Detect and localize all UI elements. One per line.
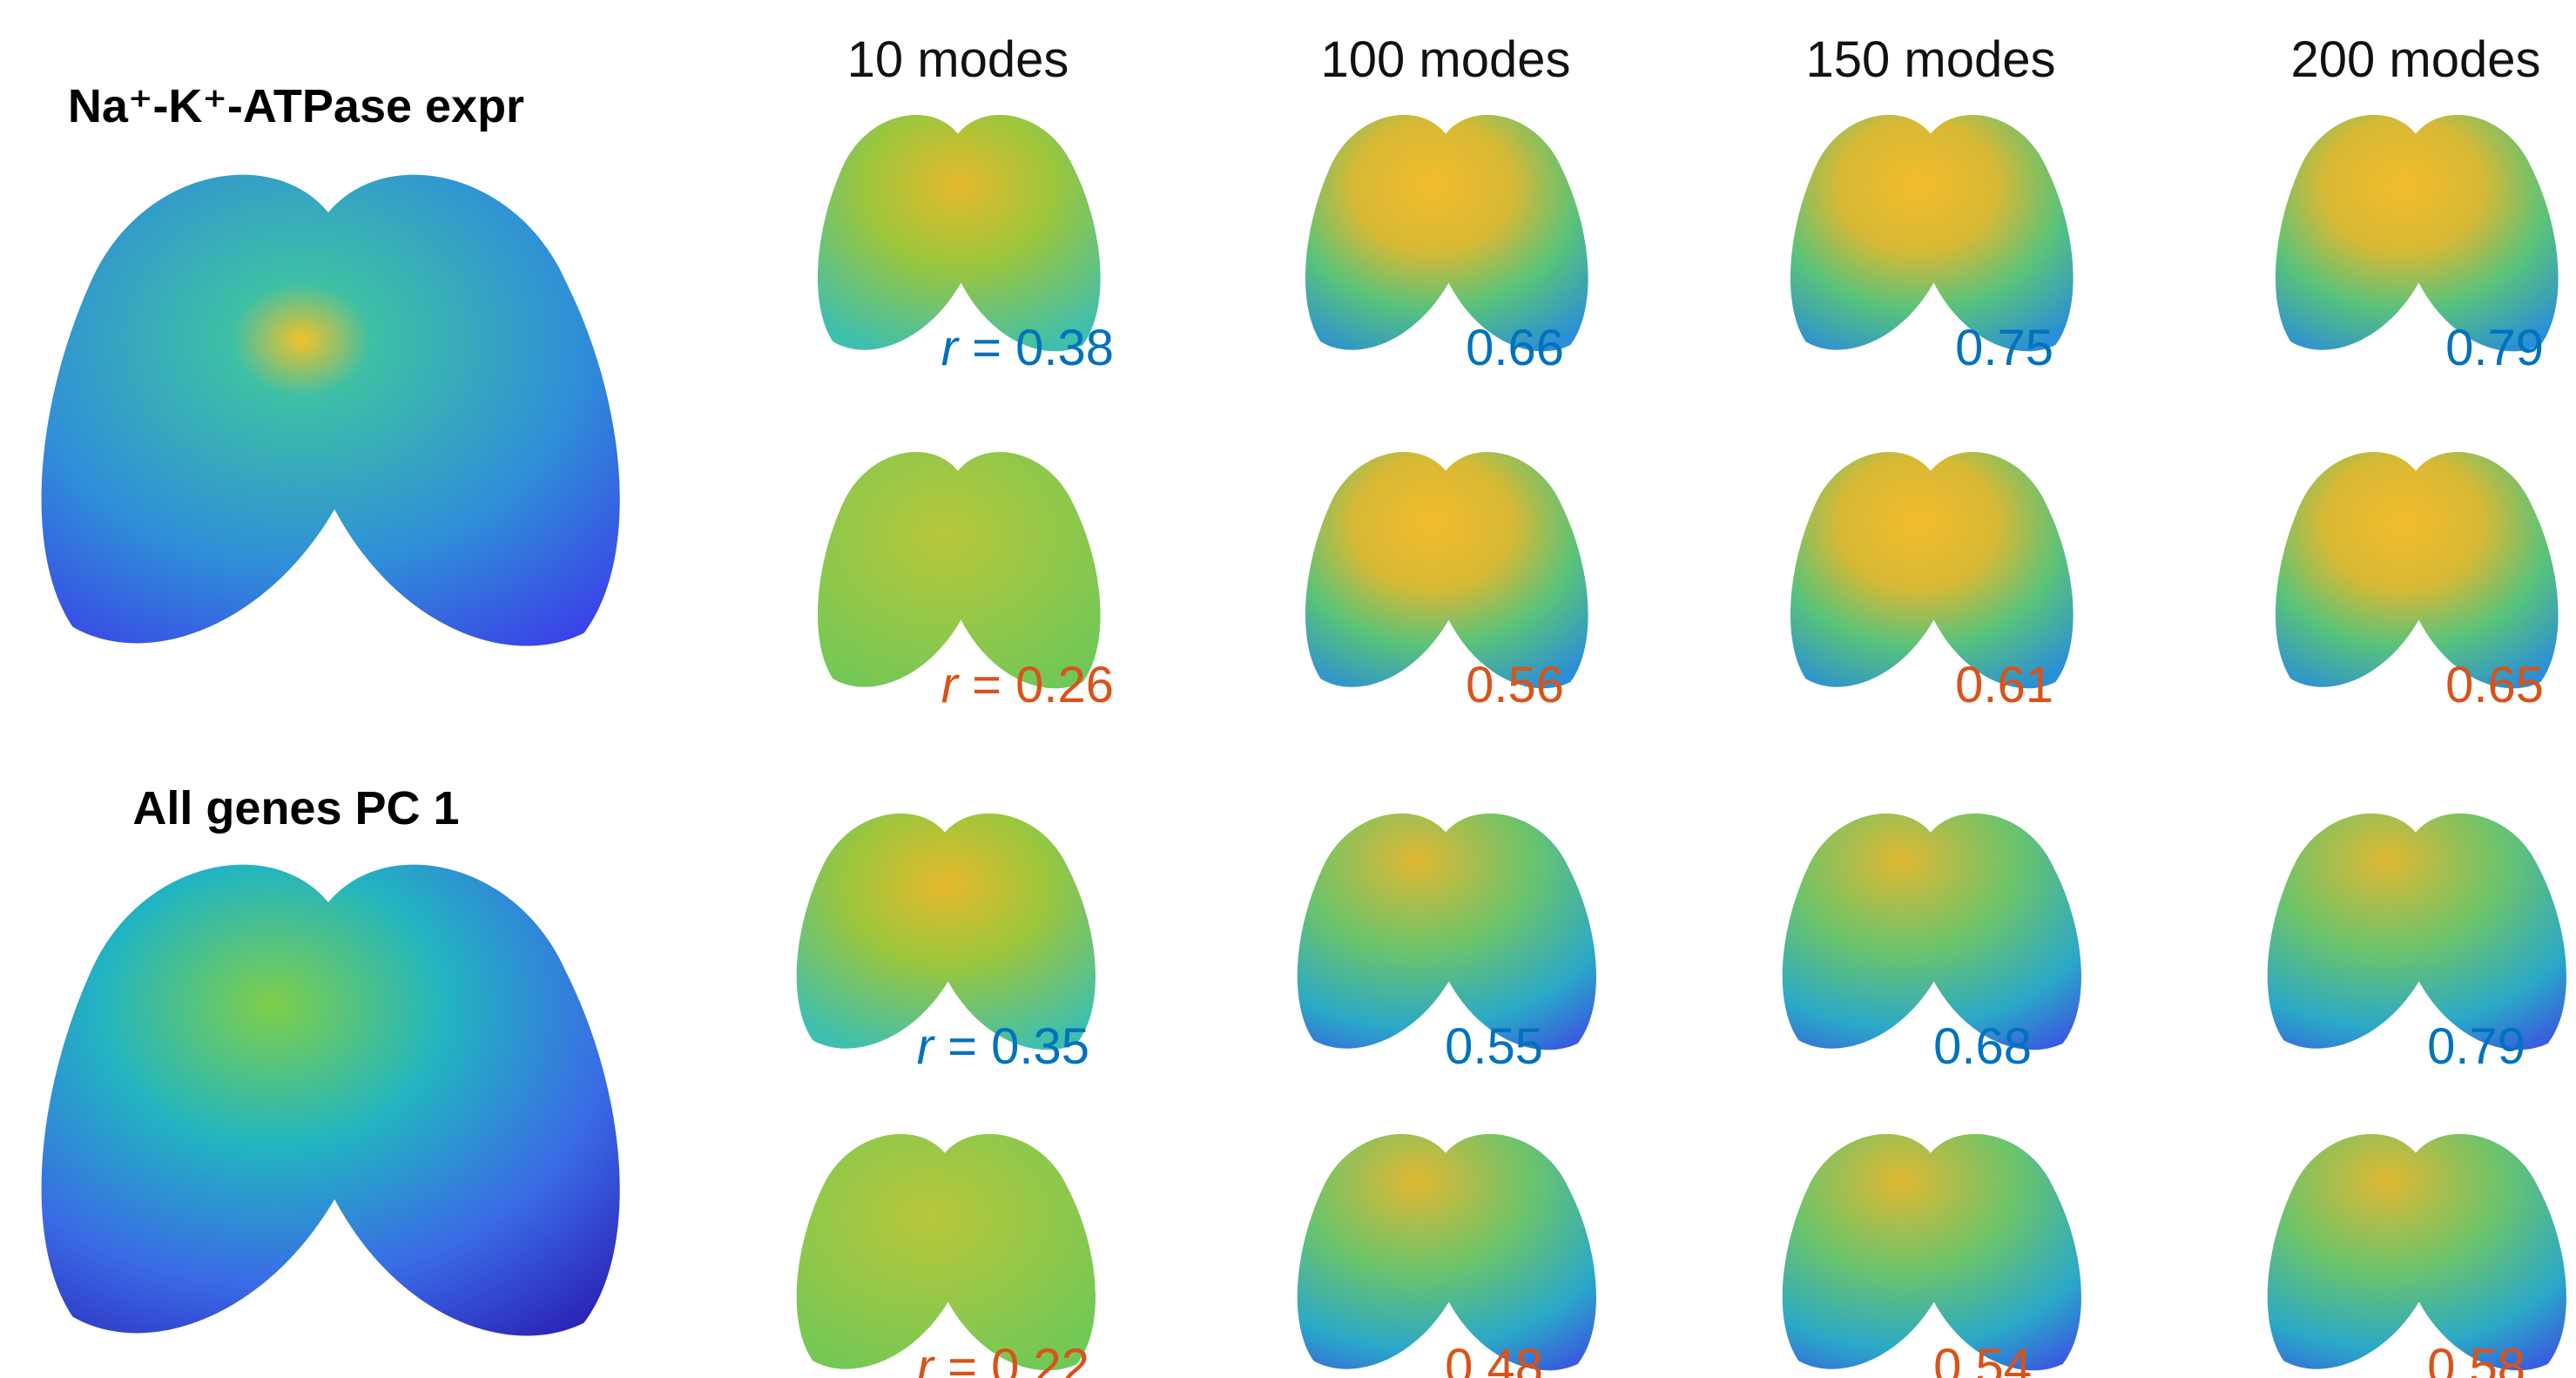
brain-map: [1790, 115, 2074, 351]
correlation-value: 0.68: [1933, 1018, 2032, 1075]
correlation-value: 0.48: [1445, 1339, 1543, 1378]
r-symbol: r: [917, 1018, 936, 1075]
brain-map: [1305, 115, 1588, 351]
equals-sign: =: [972, 657, 1001, 713]
brain-map: [797, 1134, 1096, 1370]
brain-map: [1790, 452, 2074, 688]
brain-map: [42, 865, 620, 1336]
correlation-value: 0.56: [1466, 657, 1564, 713]
brain-map: [1783, 814, 2081, 1050]
brain-map: [42, 175, 620, 646]
correlation-value: 0.55: [1445, 1018, 1543, 1075]
correlation-value: 0.66: [1466, 320, 1564, 376]
brain-map: [1298, 814, 1596, 1050]
correlation-label: r = 0.26: [941, 657, 1114, 713]
equals-sign: =: [947, 1339, 977, 1378]
panel-title: Na⁺-K⁺-ATPase expr: [68, 80, 524, 132]
correlation-value: 0.54: [1933, 1339, 2032, 1378]
brain-map: [818, 115, 1101, 351]
brain-map: [2276, 115, 2559, 351]
correlation-label: 0.61: [1955, 657, 2053, 713]
brain-map: [2268, 1134, 2566, 1370]
equals-sign: =: [972, 320, 1001, 376]
correlation-label: 0.66: [1466, 320, 1564, 376]
brain-map: [1305, 452, 1588, 688]
correlation-value: 0.61: [1955, 657, 2053, 713]
brain-map: [818, 452, 1101, 688]
correlation-label: 0.79: [2445, 320, 2544, 376]
correlation-label: r = 0.38: [941, 320, 1114, 376]
correlation-label: 0.65: [2445, 657, 2544, 713]
r-symbol: r: [941, 320, 961, 376]
column-header: 10 modes: [847, 31, 1069, 88]
correlation-value: 0.75: [1955, 320, 2053, 376]
r-symbol: r: [941, 657, 961, 713]
correlation-label: 0.48: [1445, 1339, 1543, 1378]
equals-sign: =: [947, 1018, 977, 1075]
brain-map: [2268, 814, 2566, 1050]
correlation-label: 0.75: [1955, 320, 2053, 376]
r-symbol: r: [917, 1339, 936, 1378]
correlation-value: 0.79: [2427, 1018, 2525, 1075]
correlation-value: 0.22: [991, 1339, 1089, 1378]
correlation-value: 0.38: [1015, 320, 1114, 376]
correlation-value: 0.79: [2445, 320, 2544, 376]
figure: 10 modes 100 modes 150 modes 200 modes Na⁺-K…: [0, 0, 2576, 1378]
correlation-value: 0.58: [2427, 1339, 2525, 1378]
column-header: 150 modes: [1806, 31, 2056, 88]
panel-title: All genes PC 1: [132, 782, 459, 834]
brain-map: [797, 814, 1096, 1050]
correlation-label: 0.58: [2427, 1339, 2525, 1378]
correlation-label: 0.55: [1445, 1018, 1543, 1075]
correlation-label: 0.54: [1933, 1339, 2032, 1378]
correlation-label: r = 0.22: [917, 1339, 1089, 1378]
column-header: 100 modes: [1321, 31, 1571, 88]
column-header: 200 modes: [2291, 31, 2541, 88]
brain-map: [1783, 1134, 2081, 1370]
correlation-value: 0.35: [991, 1018, 1089, 1075]
correlation-label: 0.56: [1466, 657, 1564, 713]
correlation-value: 0.26: [1015, 657, 1114, 713]
correlation-label: 0.79: [2427, 1018, 2525, 1075]
correlation-label: 0.68: [1933, 1018, 2032, 1075]
brain-map: [1298, 1134, 1596, 1370]
correlation-value: 0.65: [2445, 657, 2544, 713]
brain-map: [2276, 452, 2559, 688]
correlation-label: r = 0.35: [917, 1018, 1089, 1075]
